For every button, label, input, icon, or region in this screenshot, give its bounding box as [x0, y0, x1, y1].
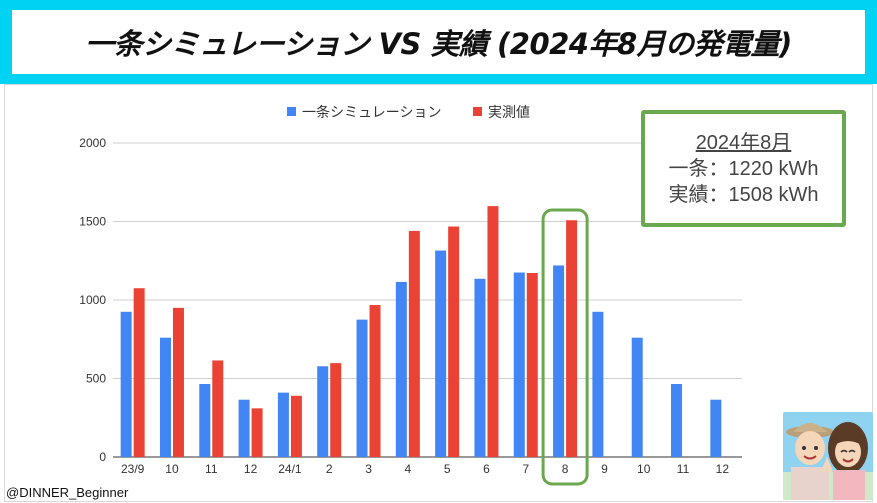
- bar-sim: [435, 250, 447, 457]
- summary-heading: 2024年8月: [695, 131, 792, 154]
- bar-actual: [448, 226, 460, 457]
- bar-actual: [369, 305, 381, 457]
- summary-sim-line: 一条：1220 kWh: [668, 157, 819, 180]
- highlight-box-august: [541, 208, 589, 486]
- x-tick-label: 11: [205, 462, 218, 476]
- bar-sim: [317, 366, 329, 457]
- x-tick-label: 10: [165, 462, 179, 476]
- bar-sim: [120, 311, 132, 457]
- summary-actual-line: 実績：1508 kWh: [668, 183, 819, 206]
- bar-sim: [671, 383, 683, 457]
- chart-title: 一条シミュレーション VS 実績 (2024年8月の発電量): [85, 27, 792, 61]
- bar-sim: [199, 383, 211, 457]
- title-bar: 一条シミュレーション VS 実績 (2024年8月の発電量): [0, 0, 877, 84]
- x-tick-label: 5: [444, 462, 451, 476]
- bar-sim: [631, 337, 643, 457]
- x-tick-label: 7: [522, 462, 529, 476]
- bar-actual: [487, 206, 499, 457]
- bar-sim: [277, 392, 289, 457]
- bar-actual: [290, 395, 302, 457]
- bar-actual: [526, 272, 538, 457]
- x-tick-label: 24/1: [278, 462, 302, 476]
- title-panel: 一条シミュレーション VS 実績 (2024年8月の発電量): [12, 10, 865, 74]
- y-tick-label: 1500: [79, 215, 106, 229]
- y-tick-label: 0: [99, 450, 106, 464]
- legend: 一条シミュレーション 実測値: [287, 104, 530, 121]
- bars: [120, 206, 722, 457]
- x-tick-label: 8: [562, 462, 569, 476]
- bar-actual: [566, 220, 578, 457]
- chart-frame: [4, 84, 873, 502]
- x-tick-label: 12: [716, 462, 730, 476]
- summary-box: 2024年8月 一条：1220 kWh 実績：1508 kWh: [641, 110, 846, 227]
- x-tick-label: 12: [244, 462, 258, 476]
- y-tick-label: 1000: [79, 293, 106, 307]
- x-tick-label: 23/9: [121, 462, 145, 476]
- bar-sim: [474, 278, 486, 457]
- legend-label-actual: 実測値: [488, 105, 530, 121]
- x-tick-label: 11: [677, 462, 690, 476]
- bar-sim: [395, 281, 407, 457]
- x-tick-label: 10: [637, 462, 651, 476]
- legend-swatch-actual: [473, 107, 482, 116]
- y-tick-label: 500: [86, 372, 106, 386]
- y-axis-ticks: 0 500 1000 1500 2000: [79, 136, 106, 464]
- bar-sim: [553, 265, 565, 457]
- bar-sim: [513, 272, 525, 457]
- x-tick-label: 6: [483, 462, 490, 476]
- bar-sim: [238, 399, 250, 457]
- legend-label-sim: 一条シミュレーション: [302, 104, 441, 121]
- x-tick-label: 9: [601, 462, 608, 476]
- bar-actual: [172, 307, 184, 457]
- bar-actual: [251, 408, 263, 457]
- x-tick-label: 2: [326, 462, 333, 476]
- credit-handle: @DINNER_Beginner: [6, 485, 129, 500]
- bar-actual: [330, 363, 342, 457]
- bar-sim: [159, 337, 171, 457]
- bar-actual: [212, 360, 224, 457]
- bar-sim: [710, 399, 722, 457]
- legend-swatch-sim: [287, 107, 296, 116]
- bar-sim: [592, 311, 604, 457]
- bar-actual: [408, 230, 420, 457]
- bar-actual: [133, 288, 145, 457]
- avatar-illustration: [783, 412, 873, 500]
- bar-sim: [356, 319, 368, 457]
- x-tick-label: 3: [365, 462, 372, 476]
- x-tick-label: 4: [405, 462, 412, 476]
- x-axis-ticks: 23/9 10 11 12 24/1 2 3 4 5 6 7 8 9 10 11 12: [121, 462, 729, 476]
- y-tick-label: 2000: [79, 136, 106, 150]
